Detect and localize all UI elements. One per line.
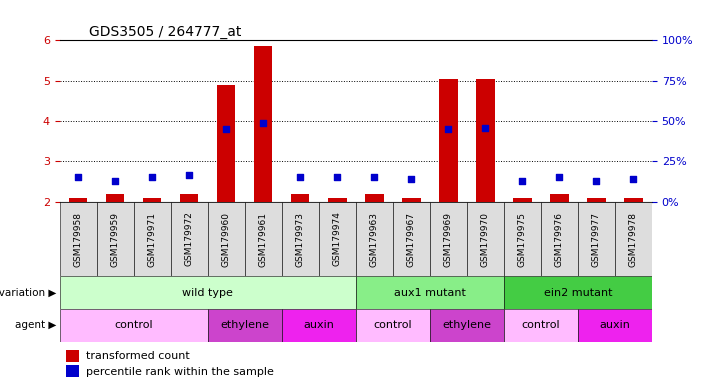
Bar xyxy=(578,309,652,342)
Point xyxy=(517,179,528,185)
Bar xyxy=(60,202,97,276)
Bar xyxy=(393,202,430,276)
Bar xyxy=(355,309,430,342)
Point xyxy=(369,174,380,180)
Point xyxy=(147,174,158,180)
Text: GSM179976: GSM179976 xyxy=(555,212,564,266)
Text: control: control xyxy=(114,320,153,331)
Bar xyxy=(106,194,124,202)
Bar xyxy=(476,79,495,202)
Text: GSM179974: GSM179974 xyxy=(333,212,342,266)
Point xyxy=(443,126,454,132)
Text: GSM179978: GSM179978 xyxy=(629,212,638,266)
Bar xyxy=(319,202,355,276)
Text: control: control xyxy=(522,320,560,331)
Bar xyxy=(170,202,207,276)
Bar xyxy=(328,198,346,202)
Bar xyxy=(513,198,531,202)
Text: GSM179967: GSM179967 xyxy=(407,212,416,266)
Text: aux1 mutant: aux1 mutant xyxy=(394,288,465,298)
Text: ein2 mutant: ein2 mutant xyxy=(544,288,612,298)
Point xyxy=(479,125,491,131)
Text: auxin: auxin xyxy=(304,320,334,331)
Bar xyxy=(254,46,273,202)
Text: ethylene: ethylene xyxy=(220,320,269,331)
Text: GSM179971: GSM179971 xyxy=(148,212,156,266)
Bar xyxy=(587,198,606,202)
Text: GSM179972: GSM179972 xyxy=(184,212,193,266)
Bar xyxy=(97,202,134,276)
Bar xyxy=(245,202,282,276)
Text: control: control xyxy=(374,320,412,331)
Text: GSM179977: GSM179977 xyxy=(592,212,601,266)
Text: agent ▶: agent ▶ xyxy=(15,320,56,331)
Bar xyxy=(615,202,652,276)
Bar xyxy=(180,194,198,202)
Text: GSM179969: GSM179969 xyxy=(444,212,453,266)
Text: GSM179960: GSM179960 xyxy=(222,212,231,266)
Bar xyxy=(65,365,79,377)
Bar xyxy=(504,309,578,342)
Bar xyxy=(355,202,393,276)
Bar xyxy=(60,309,207,342)
Bar xyxy=(65,350,79,362)
Text: auxin: auxin xyxy=(599,320,630,331)
Text: GSM179959: GSM179959 xyxy=(111,212,120,266)
Text: GSM179973: GSM179973 xyxy=(296,212,305,266)
Point xyxy=(221,126,232,132)
Bar xyxy=(467,202,504,276)
Text: wild type: wild type xyxy=(182,288,233,298)
Point xyxy=(257,120,268,126)
Bar xyxy=(430,202,467,276)
Text: GSM179975: GSM179975 xyxy=(518,212,527,266)
Text: GSM179958: GSM179958 xyxy=(74,212,83,266)
Bar xyxy=(60,276,355,309)
Bar xyxy=(355,276,504,309)
Text: GSM179963: GSM179963 xyxy=(369,212,379,266)
Bar xyxy=(504,202,541,276)
Point xyxy=(72,174,83,180)
Text: genotype/variation ▶: genotype/variation ▶ xyxy=(0,288,56,298)
Bar xyxy=(291,194,309,202)
Bar xyxy=(504,276,652,309)
Point xyxy=(109,179,121,185)
Bar xyxy=(402,198,421,202)
Bar xyxy=(69,198,88,202)
Bar xyxy=(439,79,458,202)
Bar xyxy=(207,202,245,276)
Bar xyxy=(550,194,569,202)
Point xyxy=(406,176,417,182)
Bar xyxy=(134,202,170,276)
Bar xyxy=(430,309,504,342)
Bar xyxy=(578,202,615,276)
Text: GSM179961: GSM179961 xyxy=(259,212,268,266)
Bar xyxy=(143,198,161,202)
Bar xyxy=(624,198,643,202)
Bar xyxy=(541,202,578,276)
Point xyxy=(184,172,195,179)
Text: GDS3505 / 264777_at: GDS3505 / 264777_at xyxy=(89,25,242,39)
Point xyxy=(294,174,306,180)
Bar xyxy=(207,309,282,342)
Bar xyxy=(282,309,355,342)
Text: ethylene: ethylene xyxy=(442,320,491,331)
Text: percentile rank within the sample: percentile rank within the sample xyxy=(86,366,274,377)
Text: transformed count: transformed count xyxy=(86,351,190,361)
Point xyxy=(591,179,602,185)
Text: GSM179970: GSM179970 xyxy=(481,212,490,266)
Bar xyxy=(365,194,383,202)
Point xyxy=(554,174,565,180)
Point xyxy=(332,174,343,180)
Point xyxy=(628,176,639,182)
Bar xyxy=(282,202,319,276)
Bar xyxy=(217,84,236,202)
